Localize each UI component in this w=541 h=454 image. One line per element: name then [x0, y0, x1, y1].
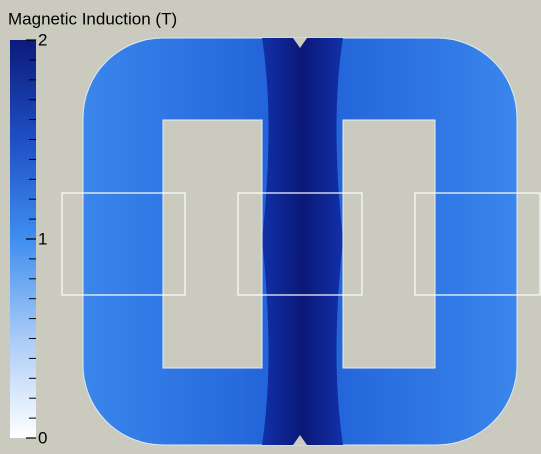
- coil: [61, 192, 186, 296]
- tick-label: 0: [38, 428, 47, 447]
- tick-label: 2: [38, 30, 47, 49]
- coil: [414, 192, 541, 296]
- center-limb: [262, 38, 343, 445]
- right-window: [342, 119, 436, 369]
- tick-label: 1: [38, 229, 47, 248]
- left-window: [162, 119, 263, 369]
- legend-title: Magnetic Induction (T): [8, 9, 177, 28]
- coils: [61, 192, 541, 296]
- coil: [237, 192, 363, 296]
- core: [61, 37, 541, 446]
